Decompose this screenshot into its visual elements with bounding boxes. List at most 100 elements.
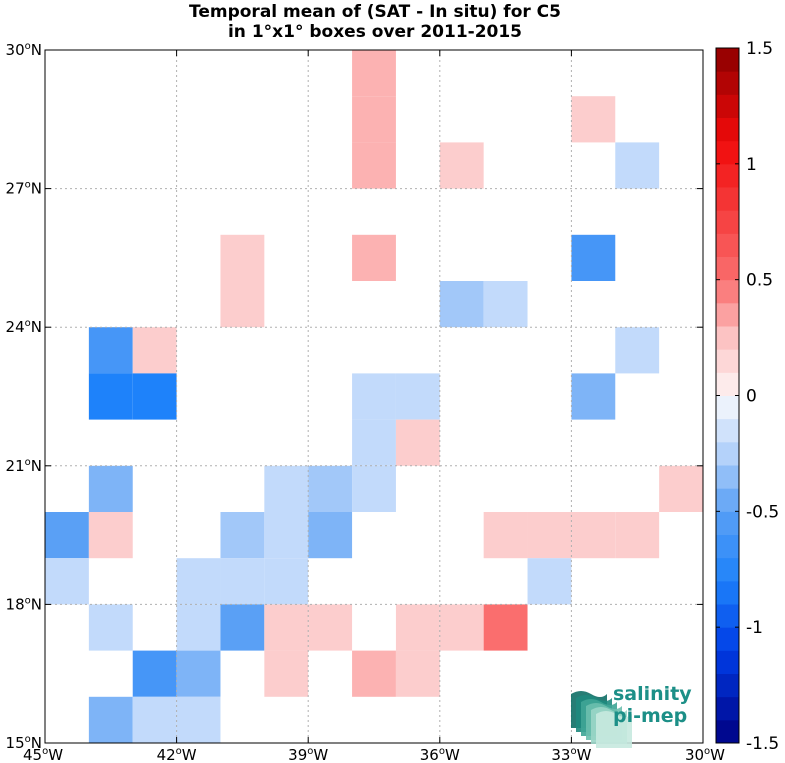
heatmap-cell [220,281,265,328]
colorbar-step [716,488,739,512]
heatmap-cell [176,650,221,697]
colorbar-step [716,94,739,118]
heatmap-cell [264,650,309,697]
colorbar-step [716,48,739,72]
x-axis: 45oW 42oW 39oW 36oW 33oW 30oW [23,50,725,763]
heatmap-cell [264,558,309,605]
colorbar-step [716,117,739,142]
heatmap-cell [439,604,484,651]
grid-lines [45,50,703,743]
colorbar-step [716,604,739,628]
heatmap-cell [571,96,616,143]
logo-waves-icon [571,691,632,748]
heatmap-cell [483,281,528,328]
plot-frame [44,49,704,744]
heatmap-cells [45,50,703,743]
colorbar-step [716,719,739,744]
y-tick-label: 21oN [6,457,42,475]
colorbar-step [716,696,739,721]
heatmap-cell [571,234,616,281]
heatmap-cell [571,512,616,559]
colorbar-tick-label: 1 [746,155,757,175]
heatmap-cell [352,465,396,512]
heatmap-cell [483,512,528,559]
y-tick-label: 30oN [6,41,42,59]
heatmap-cell [88,696,133,743]
heatmap-cell [483,604,528,651]
heatmap-cell [352,373,396,420]
heatmap-cell [308,512,353,559]
heatmap-cell [132,696,177,743]
colorbar-step [716,140,739,165]
heatmap-cell [88,604,133,651]
heatmap-cell [352,96,396,143]
heatmap-cell [571,373,616,420]
logo-line1: salinity [613,683,692,705]
colorbar-step [716,163,739,188]
colorbar-step [716,302,739,327]
colorbar: -1.5 -1 -0.5 0 0.5 1 1.5 [715,39,779,754]
heatmap-cell [439,281,484,328]
y-tick-label: 27oN [6,180,42,198]
heatmap-cell [264,512,309,559]
colorbar-step [716,673,739,698]
heatmap-cell [88,327,133,374]
colorbar-step [716,233,739,257]
x-tick-label: 36oW [420,746,460,763]
colorbar-tick-label: 0.5 [746,271,773,291]
x-tick-label: 30oW [685,746,725,763]
heatmap-cell [264,465,309,512]
colorbar-step [716,465,739,489]
colorbar-step [716,326,739,350]
colorbar-step [716,511,739,535]
colorbar-step [716,372,739,396]
y-axis: 15oN 18oN 21oN 24oN 27oN 30oN [6,41,703,752]
x-tick-label: 39oW [288,746,328,763]
y-tick-label: 18oN [6,595,42,613]
heatmap-cell [308,604,353,651]
heatmap-cell [132,650,177,697]
heatmap-cell [220,512,265,559]
colorbar-step [716,418,739,443]
heatmap-cell [308,465,353,512]
y-tick-label: 15oN [6,734,42,752]
colorbar-step [716,441,739,466]
x-tick-label: 33oW [551,746,591,763]
colorbar-step [716,534,739,559]
colorbar-step [716,71,739,95]
colorbar-step [716,650,739,674]
heatmap-cell [352,419,396,466]
heatmap-cell [615,327,660,374]
logo-line2: pi-mep [613,705,688,727]
colorbar-step [716,256,739,281]
salinity-pimep-logo: salinity pi-mep [565,683,705,733]
x-tick-label: 42oW [157,746,197,763]
x-tick-label: 45oW [23,746,63,763]
colorbar-step [716,580,739,605]
heatmap-cell [352,142,396,189]
heatmap-cell [615,142,660,189]
colorbar-step [716,187,739,211]
heatmap-cell [527,558,572,605]
chart-title-line1: Temporal mean of (SAT - In situ) for C5 [189,2,561,22]
heatmap-cell [132,373,177,420]
colorbar-tick-label: -1 [746,618,763,638]
heatmap-cell [439,142,484,189]
y-tick-label: 24oN [6,318,42,336]
colorbar-step [716,627,739,651]
heatmap-cell [220,604,265,651]
heatmap-cell [395,419,440,466]
heatmap-cell [88,512,133,559]
heatmap-cell [220,234,265,281]
colorbar-step [716,349,739,373]
colorbar-tick-label: 1.5 [746,39,773,59]
heatmap-cell [395,373,440,420]
logo-wave-shape [596,711,632,748]
heatmap-cell [395,650,440,697]
colorbar-step [716,557,739,582]
heatmap-cell [220,558,265,605]
heatmap-cell [264,604,309,651]
heatmap-cell [527,512,572,559]
heatmap-cell [352,50,396,97]
